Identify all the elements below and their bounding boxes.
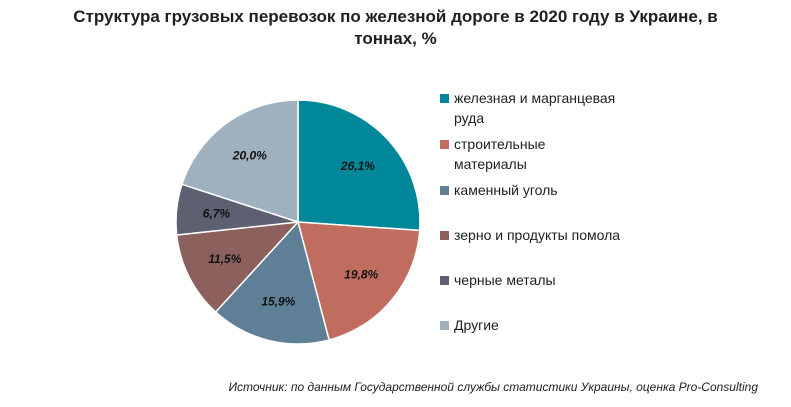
legend-swatch-5: [440, 321, 449, 330]
slice-data-label-4: 6,7%: [203, 207, 231, 221]
legend-item-5: Другие: [440, 315, 664, 335]
slice-data-label-0: 26,1%: [340, 159, 375, 173]
legend-item-1: строительные материалы: [440, 134, 664, 174]
legend-item-3: зерно и продукты помола: [440, 225, 664, 245]
legend-label-4: черные металы: [454, 272, 556, 288]
slice-data-label-2: 15,9%: [261, 295, 295, 309]
slice-data-label-5: 20,0%: [232, 149, 267, 163]
legend-swatch-2: [440, 186, 449, 195]
pie-slice-2: [214, 220, 330, 345]
slice-data-label-3: 11,5%: [208, 252, 241, 266]
pie-slice-5: [181, 99, 299, 224]
legend-label-5: Другие: [454, 317, 499, 333]
legend-label-1: строительные материалы: [454, 136, 546, 172]
legend-label-0: железная и марганцевая руда: [454, 90, 616, 126]
pie-slice-0: [297, 99, 421, 232]
chart-title: Структура грузовых перевозок по железной…: [0, 6, 791, 50]
legend-item-4: черные металы: [440, 270, 664, 290]
legend-label-3: зерно и продукты помола: [454, 227, 621, 243]
legend-swatch-4: [440, 276, 449, 285]
pie-slice-1: [297, 221, 421, 341]
source-note: Источник: по данным Государственной служ…: [228, 380, 758, 394]
pie-slice-3: [175, 221, 300, 314]
legend-item-0: железная и марганцевая руда: [440, 88, 664, 128]
legend-label-2: каменный уголь: [454, 182, 558, 198]
slice-data-label-1: 19,8%: [344, 267, 378, 281]
legend-swatch-0: [440, 94, 449, 103]
legend-item-2: каменный уголь: [440, 180, 664, 200]
legend-swatch-1: [440, 140, 449, 149]
chart-title-line-2: тоннах, %: [354, 29, 437, 48]
legend-swatch-3: [440, 231, 449, 240]
chart-title-line-1: Структура грузовых перевозок по железной…: [73, 7, 718, 26]
